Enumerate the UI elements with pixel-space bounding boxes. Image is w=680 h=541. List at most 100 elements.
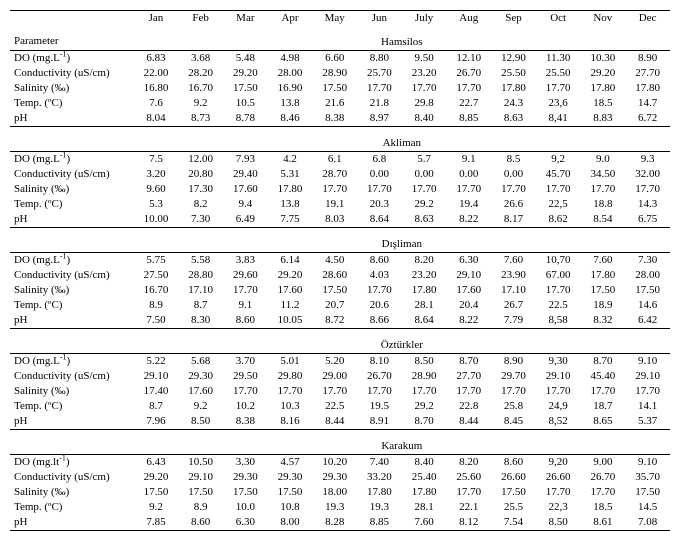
value-cell: 6.30 bbox=[223, 515, 268, 531]
value-cell: 17.70 bbox=[491, 384, 536, 399]
value-cell: 10.2 bbox=[223, 399, 268, 414]
value-cell: 16.90 bbox=[268, 81, 313, 96]
value-cell: 8.50 bbox=[536, 515, 581, 531]
value-cell: 17.70 bbox=[446, 485, 491, 500]
value-cell: 8.44 bbox=[312, 414, 357, 430]
value-cell: 9.60 bbox=[134, 182, 179, 197]
value-cell: 8.70 bbox=[581, 354, 626, 370]
value-cell: 29.30 bbox=[223, 470, 268, 485]
value-cell: 25.50 bbox=[536, 66, 581, 81]
value-cell: 28.90 bbox=[312, 66, 357, 81]
value-cell: 17.70 bbox=[625, 384, 670, 399]
value-cell: 17.50 bbox=[625, 283, 670, 298]
value-cell: 8.65 bbox=[581, 414, 626, 430]
value-cell: 14.6 bbox=[625, 298, 670, 313]
month-header: May bbox=[312, 11, 357, 27]
value-cell: 0.00 bbox=[357, 167, 402, 182]
value-cell: 8.73 bbox=[178, 111, 223, 127]
value-cell: 3.83 bbox=[223, 253, 268, 269]
value-cell: 17.70 bbox=[581, 182, 626, 197]
value-cell: 3.20 bbox=[134, 167, 179, 182]
value-cell: 17.50 bbox=[134, 485, 179, 500]
value-cell: 4.98 bbox=[268, 51, 313, 67]
parameter-label: Conductivity (uS/cm) bbox=[10, 167, 134, 182]
value-cell: 22,5 bbox=[536, 197, 581, 212]
parameter-label: Temp. (ºC) bbox=[10, 96, 134, 111]
value-cell: 28.1 bbox=[402, 298, 447, 313]
value-cell: 17.50 bbox=[268, 485, 313, 500]
value-cell: 18.5 bbox=[581, 96, 626, 111]
value-cell: 3.70 bbox=[223, 354, 268, 370]
value-cell: 5.01 bbox=[268, 354, 313, 370]
value-cell: 29.70 bbox=[491, 369, 536, 384]
value-cell: 10.05 bbox=[268, 313, 313, 329]
parameter-label: Temp. (ºC) bbox=[10, 197, 134, 212]
value-cell: 8.28 bbox=[312, 515, 357, 531]
value-cell: 7.60 bbox=[402, 515, 447, 531]
parameter-label: Temp. (ºC) bbox=[10, 298, 134, 313]
value-cell: 9,20 bbox=[536, 455, 581, 471]
value-cell: 7.5 bbox=[134, 152, 179, 168]
value-cell: 7.96 bbox=[134, 414, 179, 430]
value-cell: 8.10 bbox=[357, 354, 402, 370]
value-cell: 7.60 bbox=[491, 253, 536, 269]
value-cell: 17.80 bbox=[581, 81, 626, 96]
value-cell: 8.03 bbox=[312, 212, 357, 228]
parameter-label: DO (mg.L-1) bbox=[10, 253, 134, 269]
month-header: Nov bbox=[581, 11, 626, 27]
value-cell: 8.63 bbox=[491, 111, 536, 127]
value-cell: 32.00 bbox=[625, 167, 670, 182]
value-cell: 8.12 bbox=[446, 515, 491, 531]
value-cell: 19.5 bbox=[357, 399, 402, 414]
value-cell: 10.30 bbox=[581, 51, 626, 67]
value-cell: 17.70 bbox=[312, 182, 357, 197]
value-cell: 8.20 bbox=[446, 455, 491, 471]
value-cell: 9.00 bbox=[581, 455, 626, 471]
value-cell: 17.70 bbox=[446, 384, 491, 399]
value-cell: 17.70 bbox=[446, 81, 491, 96]
value-cell: 29.20 bbox=[268, 268, 313, 283]
value-cell: 17.40 bbox=[134, 384, 179, 399]
value-cell: 9.2 bbox=[178, 399, 223, 414]
month-header: Apr bbox=[268, 11, 313, 27]
value-cell: 17.70 bbox=[581, 485, 626, 500]
value-cell: 12.00 bbox=[178, 152, 223, 168]
value-cell: 9.2 bbox=[134, 500, 179, 515]
value-cell: 9.4 bbox=[223, 197, 268, 212]
value-cell: 8.17 bbox=[491, 212, 536, 228]
value-cell: 8.66 bbox=[357, 313, 402, 329]
value-cell: 8.22 bbox=[446, 313, 491, 329]
value-cell: 11.2 bbox=[268, 298, 313, 313]
value-cell: 20.3 bbox=[357, 197, 402, 212]
value-cell: 4.2 bbox=[268, 152, 313, 168]
value-cell: 28.70 bbox=[312, 167, 357, 182]
value-cell: 8.83 bbox=[581, 111, 626, 127]
value-cell: 67.00 bbox=[536, 268, 581, 283]
value-cell: 7.30 bbox=[178, 212, 223, 228]
value-cell: 5.31 bbox=[268, 167, 313, 182]
value-cell: 29.60 bbox=[223, 268, 268, 283]
value-cell: 29.40 bbox=[223, 167, 268, 182]
value-cell: 8.00 bbox=[268, 515, 313, 531]
month-header: Mar bbox=[223, 11, 268, 27]
parameter-label: Salinity (‰) bbox=[10, 182, 134, 197]
value-cell: 8.60 bbox=[357, 253, 402, 269]
value-cell: 8.50 bbox=[178, 414, 223, 430]
value-cell: 17.70 bbox=[268, 384, 313, 399]
value-cell: 29.8 bbox=[402, 96, 447, 111]
value-cell: 7.60 bbox=[581, 253, 626, 269]
value-cell: 8.50 bbox=[402, 354, 447, 370]
value-cell: 8.9 bbox=[134, 298, 179, 313]
value-cell: 17.70 bbox=[402, 384, 447, 399]
value-cell: 8.04 bbox=[134, 111, 179, 127]
month-header: Jan bbox=[134, 11, 179, 27]
value-cell: 25.5 bbox=[491, 500, 536, 515]
parameter-label: pH bbox=[10, 515, 134, 531]
value-cell: 3.30 bbox=[223, 455, 268, 471]
value-cell: 34.50 bbox=[581, 167, 626, 182]
value-cell: 19.3 bbox=[357, 500, 402, 515]
value-cell: 33.20 bbox=[357, 470, 402, 485]
value-cell: 20.4 bbox=[446, 298, 491, 313]
value-cell: 6.42 bbox=[625, 313, 670, 329]
value-cell: 10.50 bbox=[178, 455, 223, 471]
